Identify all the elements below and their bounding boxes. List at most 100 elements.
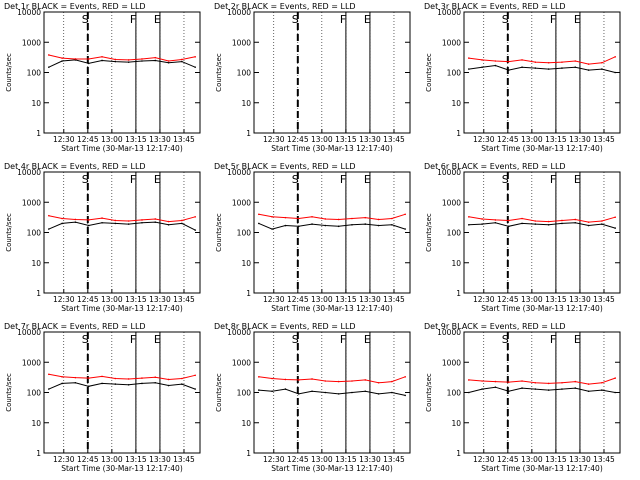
data-point-lld <box>507 381 510 383</box>
data-point-events <box>167 384 170 387</box>
data-point-events <box>574 387 577 389</box>
data-point-lld <box>507 60 510 63</box>
data-point-events <box>494 64 497 67</box>
y-tick-label: 1000 <box>232 38 251 47</box>
data-point-events <box>74 221 77 223</box>
data-point-events <box>521 387 523 389</box>
y-tick-label: 10 <box>241 419 251 428</box>
x-tick-label: 13:15 <box>125 455 147 464</box>
x-tick-label: 13:30 <box>359 455 381 464</box>
marker-label-E: E <box>364 333 371 346</box>
data-point-events <box>494 386 497 388</box>
x-tick-label: 13:15 <box>545 455 567 464</box>
y-axis-label: Counts/sec <box>425 53 433 92</box>
marker-label-F: F <box>550 173 556 186</box>
x-tick-label: 13:30 <box>359 135 381 144</box>
data-point-lld <box>521 380 523 382</box>
series-line-lld <box>48 373 196 381</box>
x-tick-label: 13:45 <box>383 455 405 464</box>
y-tick-label: 100 <box>237 389 252 398</box>
x-tick-label: 13:30 <box>569 295 591 304</box>
data-point-lld <box>101 56 103 58</box>
x-tick-label: 13:00 <box>521 295 543 304</box>
y-tick-label: 10 <box>241 259 251 268</box>
x-tick-label: 13:00 <box>311 295 333 304</box>
data-point-lld <box>87 377 90 379</box>
data-point-events <box>614 391 616 394</box>
data-point-events <box>311 390 313 393</box>
x-tick-label: 13:15 <box>335 135 357 144</box>
marker-label-F: F <box>130 333 136 346</box>
data-point-lld <box>114 377 117 380</box>
x-tick-label: 13:45 <box>173 135 195 144</box>
y-tick-label: 10 <box>451 99 461 108</box>
data-point-events <box>324 224 327 227</box>
data-point-lld <box>258 376 260 378</box>
data-point-lld <box>297 217 300 220</box>
plot-frame <box>253 171 411 294</box>
y-tick-label: 1 <box>36 449 41 458</box>
marker-label-S: S <box>292 13 299 26</box>
marker-label-E: E <box>154 173 161 186</box>
data-point-lld <box>587 63 590 65</box>
y-tick-label: 100 <box>27 229 42 238</box>
y-tick-label: 1 <box>456 129 461 138</box>
x-tick-label: 12:30 <box>473 135 495 144</box>
data-point-lld <box>61 57 63 59</box>
data-point-lld <box>154 218 157 220</box>
data-point-events <box>297 225 300 228</box>
y-axis-label: Counts/sec <box>5 53 13 92</box>
data-point-lld <box>141 377 143 379</box>
series-line-events <box>468 64 616 73</box>
data-point-events <box>481 66 483 68</box>
data-point-events <box>377 224 380 227</box>
data-point-events <box>507 69 510 71</box>
data-point-events <box>101 382 103 385</box>
data-point-lld <box>337 380 340 383</box>
data-point-events <box>614 227 616 229</box>
panel-6: Det 6r BLACK = Events, RED = LLD 1 10 100 10… <box>424 162 621 313</box>
y-tick-label: 10000 <box>227 328 251 337</box>
data-point-lld <box>284 378 287 381</box>
y-axis-label: Counts/sec <box>215 373 223 412</box>
marker-label-E: E <box>154 333 161 346</box>
data-point-lld <box>404 213 406 216</box>
data-point-lld <box>521 59 523 61</box>
data-point-events <box>114 383 117 385</box>
x-tick-label: 13:30 <box>149 455 171 464</box>
x-tick-label: 12:45 <box>497 295 519 304</box>
y-tick-label: 10 <box>31 99 41 108</box>
data-point-lld <box>614 56 616 58</box>
data-point-events <box>377 393 380 395</box>
data-point-events <box>561 388 563 390</box>
series-line-events <box>48 382 196 390</box>
y-axis-label: Counts/sec <box>5 213 13 252</box>
plot-frame <box>253 11 411 134</box>
y-tick-label: 10 <box>451 419 461 428</box>
x-tick-label: 12:30 <box>263 295 285 304</box>
y-tick-label: 10000 <box>437 328 461 337</box>
data-point-events <box>534 67 537 69</box>
series-line-lld <box>468 216 616 223</box>
marker-label-E: E <box>574 333 581 346</box>
data-point-events <box>87 385 90 388</box>
data-point-lld <box>324 218 327 220</box>
y-tick-label: 1 <box>456 289 461 298</box>
data-point-lld <box>574 380 577 383</box>
x-tick-label: 13:45 <box>173 295 195 304</box>
data-point-lld <box>87 219 90 221</box>
data-point-events <box>141 382 143 385</box>
y-tick-label: 100 <box>447 69 462 78</box>
plot-frame <box>253 331 411 454</box>
data-point-lld <box>48 373 50 376</box>
y-tick-label: 1 <box>36 289 41 298</box>
marker-label-E: E <box>574 173 581 186</box>
data-point-events <box>74 381 77 384</box>
x-tick-label: 12:30 <box>263 135 285 144</box>
plot-frame <box>463 171 621 294</box>
data-point-lld <box>74 218 77 221</box>
data-point-lld <box>534 381 537 384</box>
data-point-lld <box>101 217 103 219</box>
data-point-lld <box>391 380 393 383</box>
